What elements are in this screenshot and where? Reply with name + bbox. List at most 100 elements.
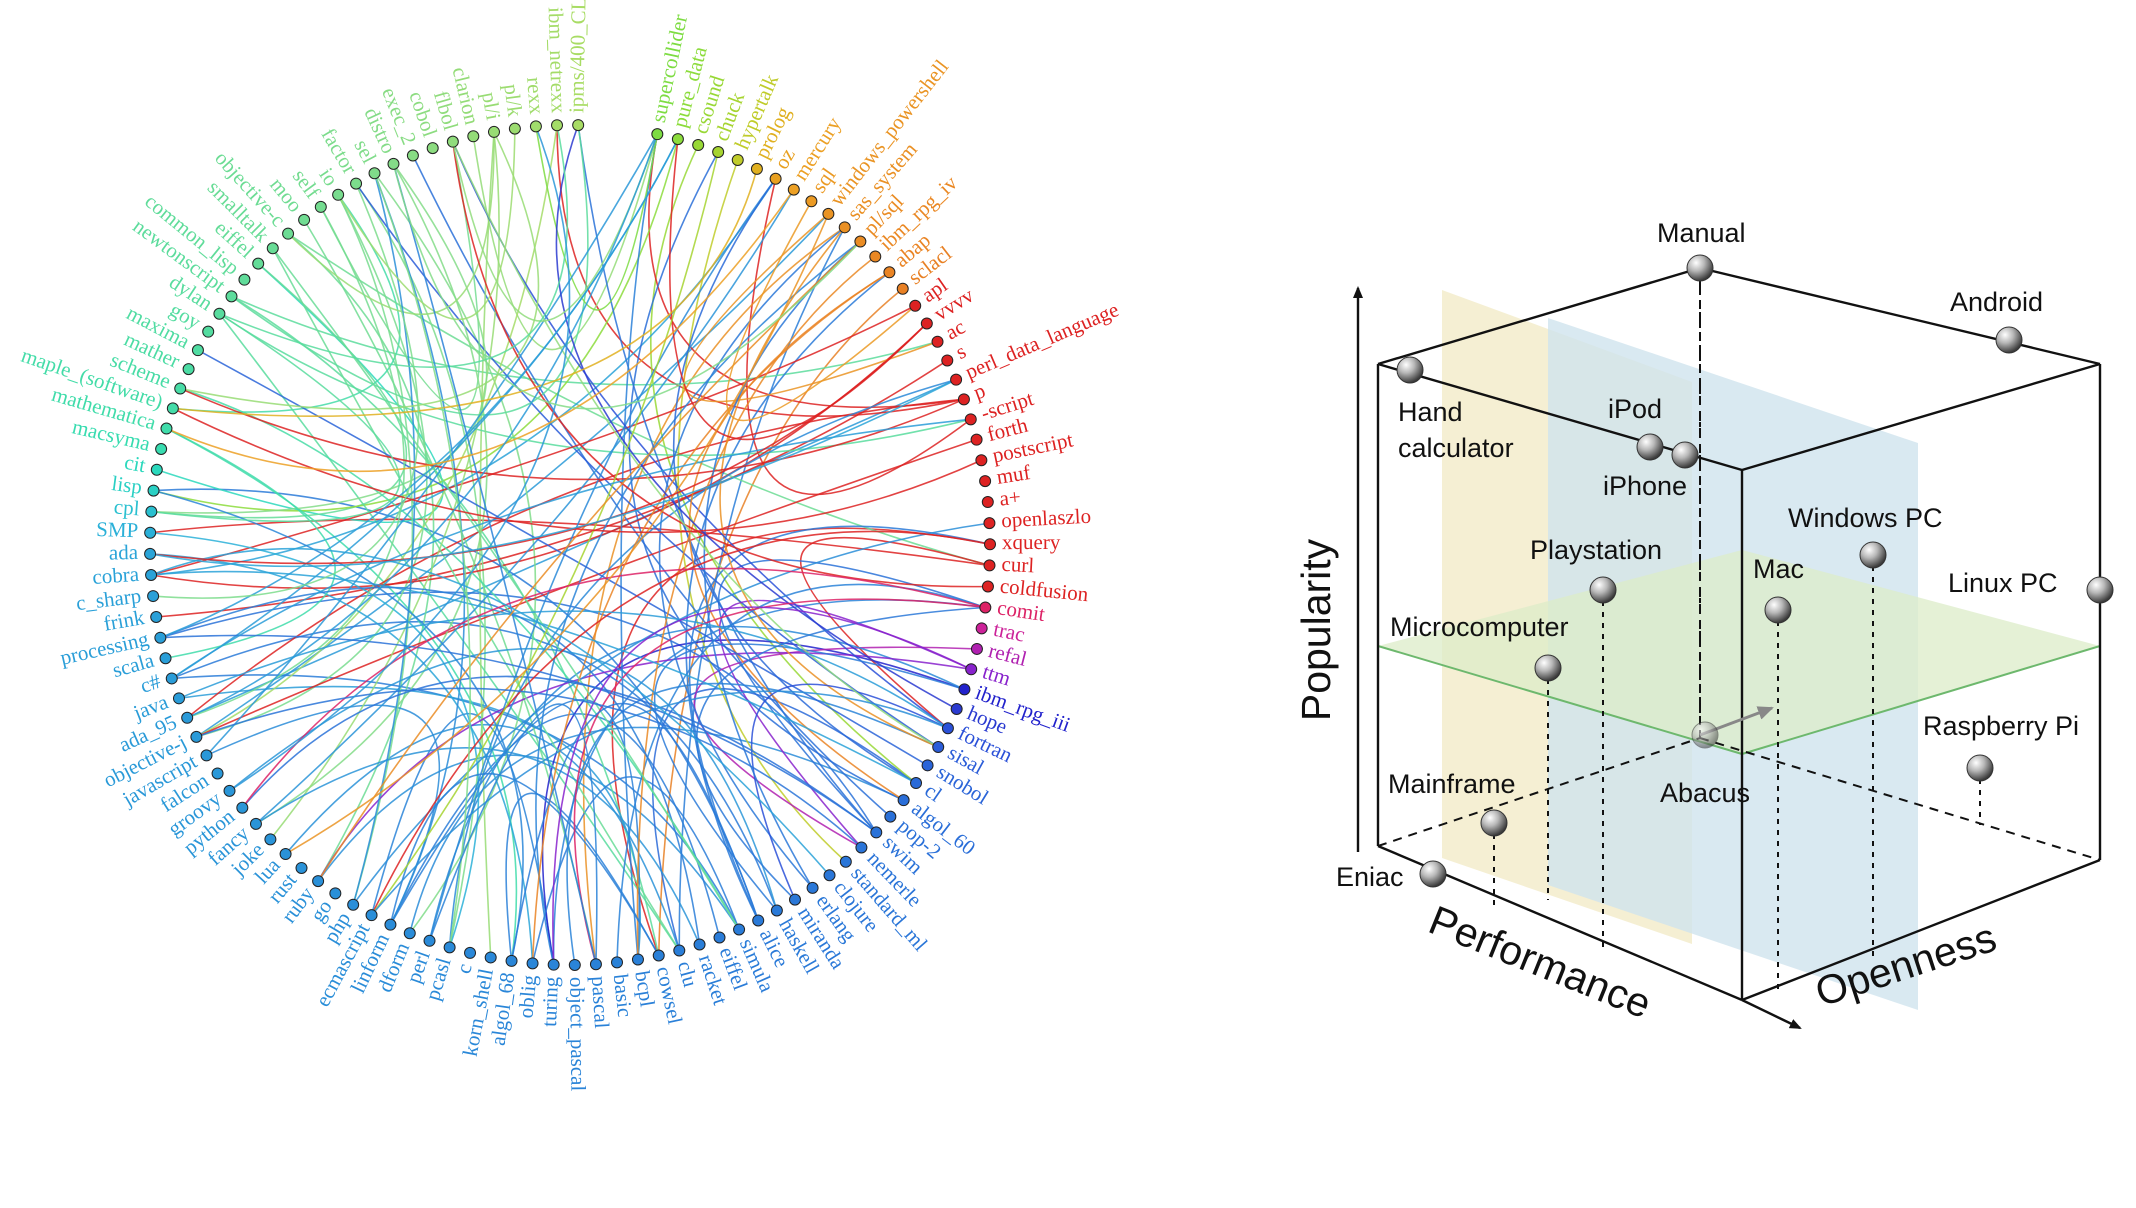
chord-edge [677,159,847,863]
chord-node [191,344,204,357]
chord-node [883,266,896,279]
chord-node [150,463,163,476]
point-label-mac: Mac [1753,554,1804,584]
chord-node [731,153,744,166]
chord-edge [241,567,986,809]
chord-node [750,162,763,175]
chord-edge [287,131,495,316]
chord-node [975,454,988,467]
chord-edge [505,792,660,961]
chord-node [787,183,800,196]
chord-node [897,794,910,807]
chord-edge [696,606,986,901]
chord-node [673,944,686,957]
chord-node [446,135,459,148]
chord-edge [255,189,795,825]
chord-node [190,730,203,743]
chord-node-label: ada [109,540,139,565]
chord-node [983,559,996,572]
chord-edge [160,586,701,945]
chord-edge [150,553,534,964]
chord-node-label: cpl [113,494,141,520]
chord-node [970,433,983,446]
chord-node-label: curl [1001,552,1035,578]
chord-node [957,393,970,406]
chord-node [910,777,923,790]
chord-node [236,801,249,814]
chord-node [266,242,279,255]
chord-node [202,325,215,338]
chord-edge [452,141,988,588]
point-label-android: Android [1950,287,2043,317]
chord-edge [285,213,830,855]
chord-edge [678,226,846,951]
chord-edge [428,703,598,965]
chord-edge [352,522,990,906]
chord-edge [153,489,524,962]
chord-node [252,257,265,270]
chord-edge [178,610,949,729]
chord-edge [150,518,990,567]
chord-node-label: ipms/400_CL [564,0,590,113]
chord-node-label: bcpl [630,969,660,1009]
chord-node [174,382,187,395]
chord-edge [150,570,917,784]
chord-node [692,139,705,152]
chord-node-label: openlaszlo [1001,504,1092,533]
point-label-playstation: Playstation [1530,535,1662,565]
chord-edge [472,133,659,351]
chord-node [150,610,163,623]
chord-edge [718,599,972,848]
green-plane-edge-2 [1741,645,2101,755]
chord-edge [179,387,965,481]
chord-node [225,290,238,303]
chord-edge [165,427,336,660]
point-label-hand-calculator: Hand [1398,397,1463,427]
chord-node [909,299,922,312]
chord-node [282,227,295,240]
performance-axis [1741,998,1802,1030]
chord-node-label: rexx [522,76,549,116]
chord-edge [206,704,440,926]
chord-node [200,749,213,762]
point-label-microcomputer: Microcomputer [1390,612,1569,642]
chord-node [487,125,500,138]
chord-node [979,475,992,488]
chord-edge [151,313,401,523]
chord-edge [510,702,759,962]
chord-node [712,145,725,158]
chord-node-label: pascal [587,975,614,1029]
chord-edge [725,200,916,422]
chord-node [159,652,172,665]
chord-edge [389,773,660,956]
chord-edge [373,172,471,948]
chord-edge [566,682,939,966]
chord-node-label: basic [609,973,638,1019]
chord-edge [673,178,917,784]
chord-node [713,931,726,944]
chord-node [526,957,539,970]
point-label-eniac: Eniac [1336,862,1404,892]
chord-node [983,517,996,530]
chord-node [884,810,897,823]
chord-node-label: turing [537,976,563,1028]
cube-point [1966,754,1994,782]
chord-node [172,692,185,705]
chord-node [145,505,158,518]
chord-node [869,250,882,263]
green-plane [1378,550,2100,754]
chord-edge [389,713,721,938]
chord-node [981,580,994,593]
point-label-hand-calculator-2: calculator [1398,433,1514,463]
chord-node [568,958,581,971]
chord-node [182,363,195,376]
chord-node [970,642,983,655]
point-label-ipod: iPod [1608,394,1662,424]
chord-node [965,663,978,676]
chord-node [941,354,954,367]
chord-node [147,590,160,603]
chord-node [426,142,439,155]
chord-node-label: oblig [514,974,542,1020]
chord-edge [370,530,991,916]
cube-point [1589,576,1617,604]
